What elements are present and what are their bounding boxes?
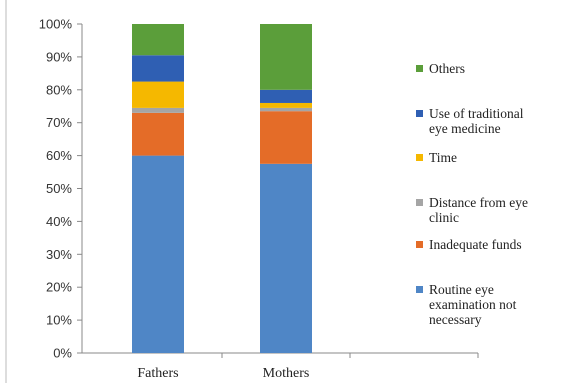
y-tick-label: 40% [46,214,72,229]
bar-segment [132,107,184,113]
legend-label: Routine eye examination not necessary [429,282,517,327]
legend-label: Use of traditional eye medicine [429,106,524,136]
y-tick-label: 0% [53,346,72,361]
bar-segment [260,24,312,90]
legend-swatch [416,199,423,206]
legend-label: Time [429,150,457,165]
y-tick-label: 90% [46,49,72,64]
y-tick-label: 70% [46,115,72,130]
legend-label: Inadequate funds [429,237,522,252]
bar-segment [260,111,312,164]
legend-label: Others [429,61,465,76]
y-tick-label: 80% [46,82,72,97]
y-axis-ticks: 0% 10% 20% 30% 40% 50% 60% 70% 80% 90% 100% [39,17,479,361]
legend-swatch [416,154,423,161]
legend: Others Use of traditional eye medicine Time… [416,61,528,327]
bar-segment [260,89,312,103]
bar-segment [132,112,184,156]
legend-swatch [416,241,423,248]
bar-segment [260,102,312,108]
category-label: Mothers [263,366,310,381]
category-labels: Fathers Mothers [137,366,309,381]
bar-segment [260,107,312,112]
bar-segment [132,155,184,353]
legend-swatch [416,110,423,117]
bar-segment [132,81,184,108]
y-tick-label: 30% [46,247,72,262]
bar-segment [132,55,184,82]
legend-label: Distance from eye clinic [429,195,528,225]
y-tick-label: 60% [46,148,72,163]
legend-swatch [416,286,423,293]
y-tick-label: 50% [46,181,72,196]
category-label: Fathers [137,366,178,381]
y-tick-label: 10% [46,313,72,328]
bar-segment [132,24,184,56]
legend-swatch [416,65,423,72]
y-tick-label: 20% [46,280,72,295]
y-tick-label: 100% [39,17,73,32]
bars [132,24,312,353]
bar-segment [260,163,312,353]
